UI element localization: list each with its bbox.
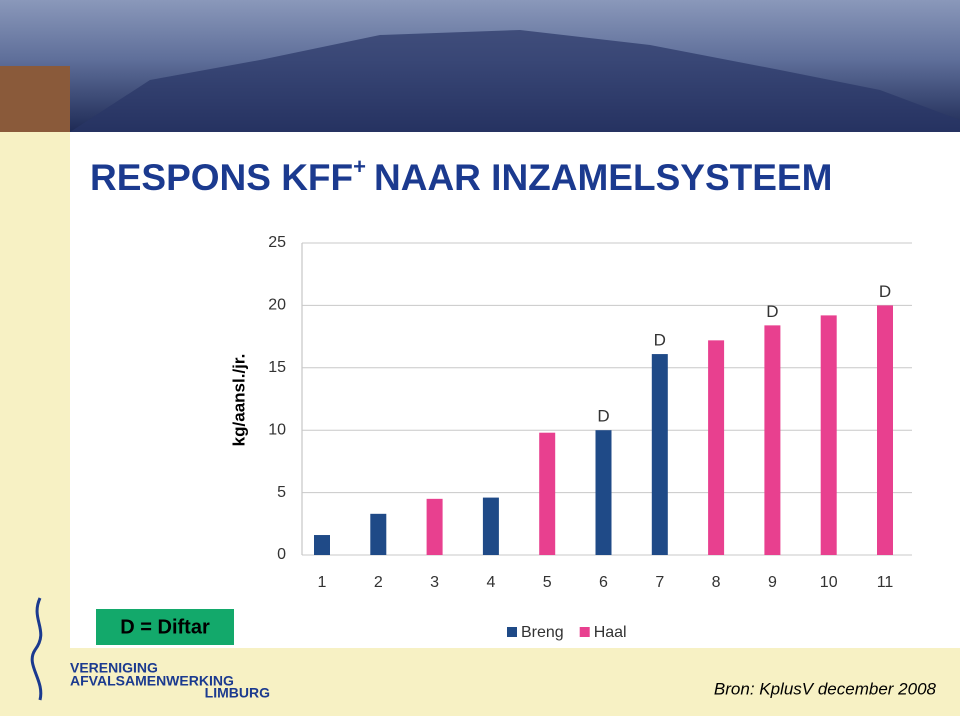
bar — [370, 513, 387, 555]
bar — [820, 315, 837, 555]
x-tick-label: 2 — [374, 574, 383, 591]
bar — [708, 340, 725, 555]
legend-label: Breng — [521, 624, 564, 641]
bar — [314, 535, 330, 555]
y-tick-label: 15 — [268, 359, 286, 376]
y-tick-label: 0 — [277, 546, 286, 563]
x-tick-label: 6 — [599, 574, 608, 591]
legend-swatch — [507, 627, 517, 637]
x-tick-label: 9 — [768, 574, 777, 591]
bar — [877, 305, 893, 555]
logo-line: VERENIGING — [70, 660, 158, 676]
x-tick-label: 1 — [318, 574, 327, 591]
banner-shape — [70, 30, 960, 132]
legend-label: Haal — [594, 624, 627, 641]
logo-line: LIMBURG — [205, 685, 270, 701]
bar — [595, 430, 612, 555]
bottom-band — [0, 648, 960, 716]
y-tick-label: 20 — [268, 297, 286, 314]
legend-swatch — [579, 627, 590, 637]
bar — [426, 498, 443, 555]
x-tick-label: 7 — [655, 574, 664, 591]
x-tick-label: 4 — [486, 574, 495, 591]
annotation: D — [879, 282, 891, 301]
banner-inset — [0, 66, 70, 132]
bar — [764, 325, 781, 555]
annotation: D — [597, 407, 609, 426]
annotation: D — [654, 331, 666, 350]
x-tick-label: 11 — [877, 574, 894, 591]
bar — [482, 497, 499, 555]
x-tick-label: 3 — [430, 574, 439, 591]
logo-line: AFVALSAMENWERKING — [70, 673, 234, 689]
title: RESPONS KFF+ NAAR INZAMELSYSTEEM — [90, 154, 832, 198]
source: Bron: KplusV december 2008 — [714, 679, 937, 698]
x-tick-label: 8 — [712, 574, 721, 591]
y-axis-label: kg/aansl./jr. — [229, 354, 248, 447]
x-tick-label: 10 — [820, 574, 838, 591]
note: D = Diftar — [120, 616, 210, 638]
bar — [539, 432, 556, 555]
x-tick-label: 5 — [543, 574, 552, 591]
bar — [651, 354, 668, 555]
y-tick-label: 10 — [268, 421, 286, 438]
y-tick-label: 5 — [277, 484, 286, 501]
annotation: D — [766, 302, 778, 321]
logo-mark — [30, 597, 43, 701]
side-strip — [0, 132, 70, 716]
y-tick-label: 25 — [268, 234, 286, 251]
note-box — [96, 609, 234, 645]
